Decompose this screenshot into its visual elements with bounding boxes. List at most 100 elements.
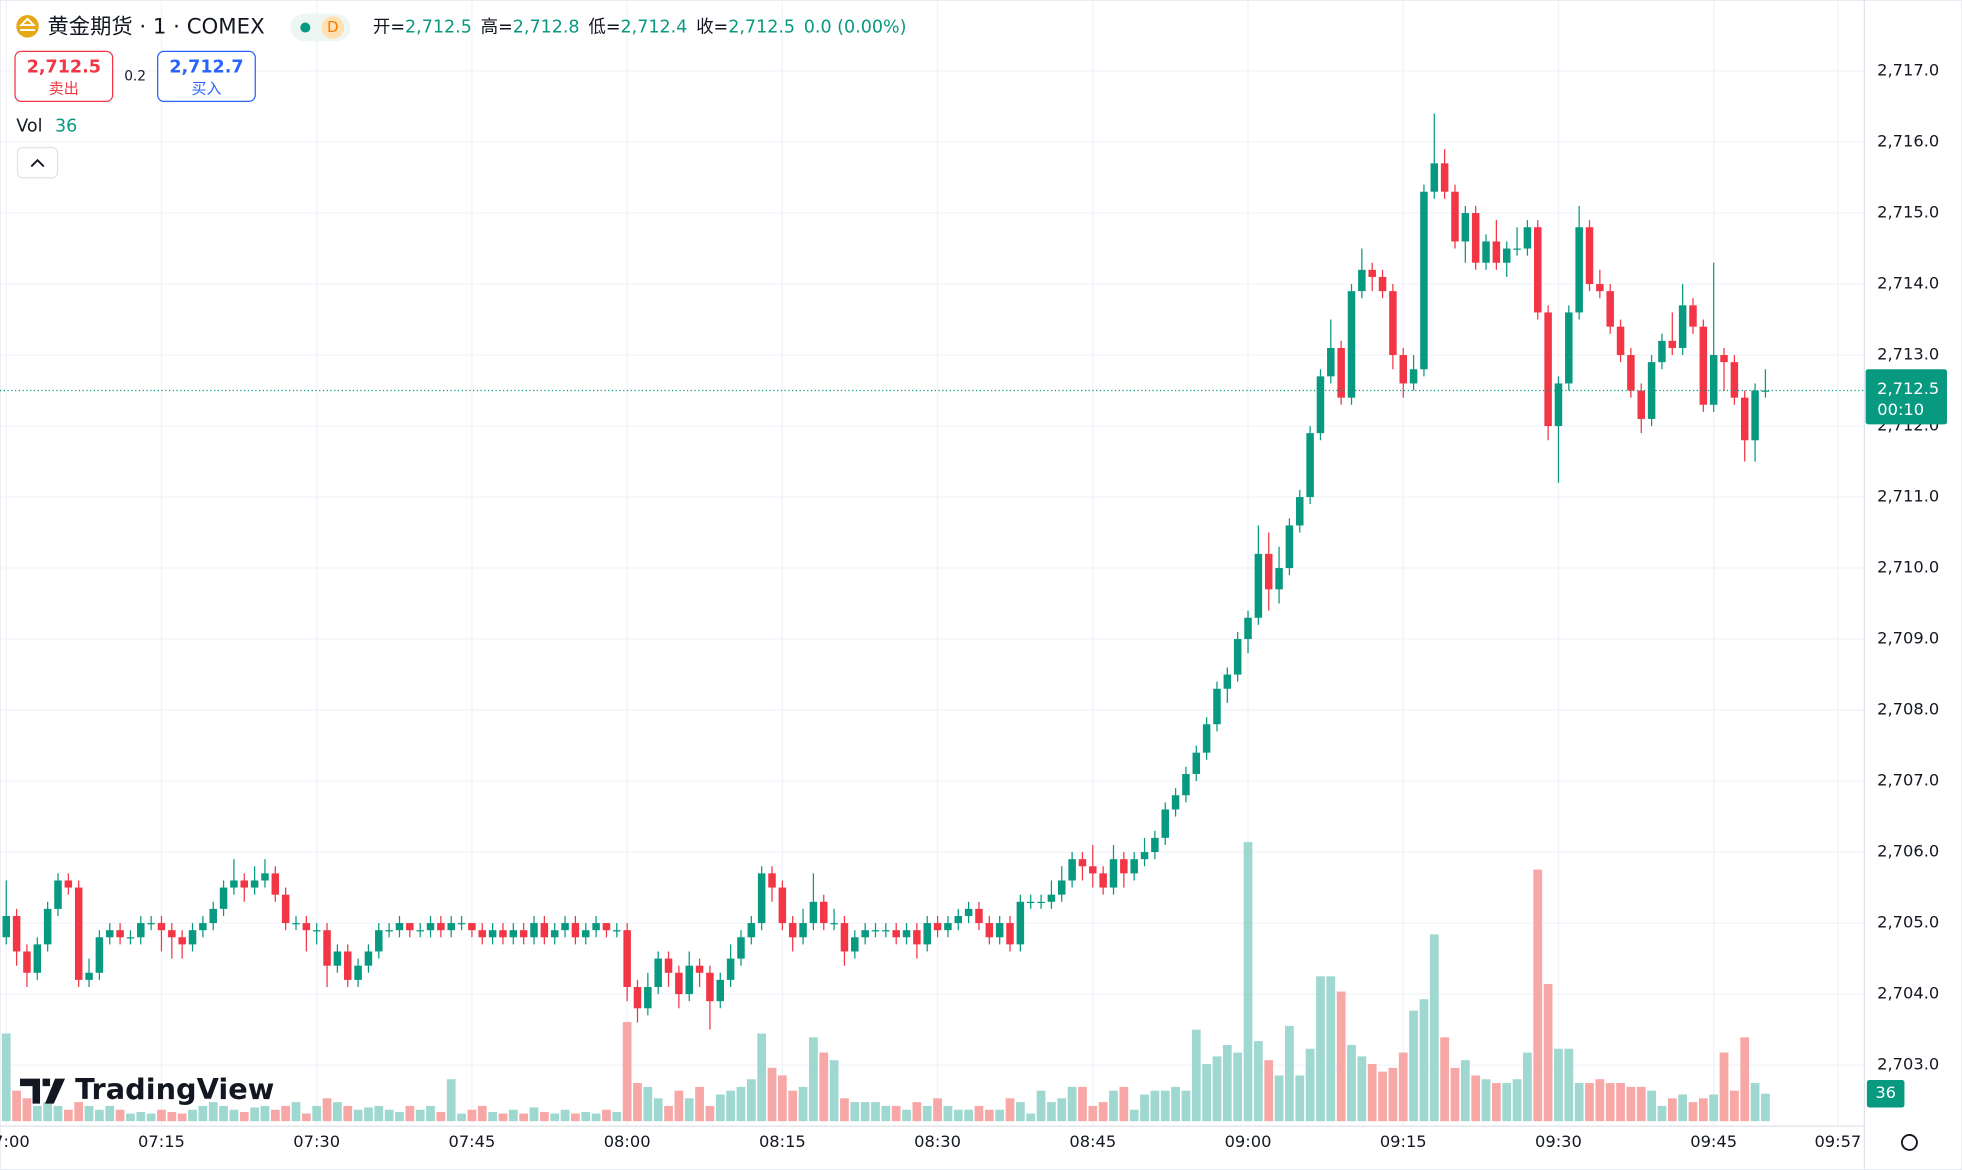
volume-bar [1440, 1037, 1450, 1122]
volume-bar [1460, 1060, 1470, 1122]
candle-body [644, 986, 652, 1009]
ohlc-value: 2,712.5 [405, 18, 472, 38]
candle-body [312, 930, 321, 932]
x-tick-label: 07:15 [138, 1132, 185, 1151]
candle-body [1523, 227, 1532, 249]
candle-body [147, 923, 155, 925]
volume-bar [1657, 1105, 1667, 1122]
candle-body [468, 923, 476, 931]
volume-bar [746, 1079, 756, 1122]
volume-bar [1523, 1052, 1532, 1122]
volume-bar [1181, 1090, 1191, 1122]
volume-bar [446, 1079, 456, 1122]
volume-bar [1316, 976, 1325, 1122]
candle-body [550, 930, 559, 938]
volume-bar [984, 1109, 994, 1122]
candle-body [1409, 369, 1418, 384]
candle-body [1026, 901, 1035, 904]
volume-bar [1616, 1083, 1625, 1122]
x-tick-label: 09:15 [1380, 1132, 1427, 1151]
volume-bar [43, 1102, 53, 1122]
candle-body [695, 965, 704, 973]
volume-bar [819, 1052, 829, 1122]
candle-body [1430, 163, 1439, 192]
candle-body [1275, 568, 1283, 590]
watermark: TradingView [20, 1072, 274, 1106]
candle-body [1151, 837, 1159, 853]
candle-body [1337, 347, 1345, 398]
candle-body [954, 915, 963, 924]
volume-bar [591, 1113, 601, 1122]
volume-bar [881, 1105, 891, 1122]
candle-body [33, 944, 42, 973]
candle-body [1368, 269, 1376, 277]
candle-body [540, 923, 549, 938]
sell-button[interactable] [14, 50, 114, 103]
ohlc-key: 高= [481, 18, 513, 38]
chevron [30, 158, 45, 168]
badge-bg [321, 16, 345, 39]
x-tick-label: 07:45 [448, 1132, 495, 1151]
change: 0.0 (0.00%) [804, 18, 907, 38]
volume-bar [126, 1113, 135, 1122]
candle-body [375, 930, 383, 952]
x-tick-label: 08:00 [604, 1132, 651, 1151]
volume-bar [477, 1105, 487, 1122]
volume-bar [539, 1112, 549, 1122]
candle-body [137, 923, 145, 938]
volume-bar [1750, 1083, 1760, 1122]
volume-bar [1409, 1010, 1418, 1122]
candle-body [1751, 390, 1759, 441]
volume-bar [1678, 1094, 1688, 1122]
candle-body [354, 965, 362, 980]
candle-body [1606, 291, 1614, 327]
candle-body [830, 923, 838, 925]
buy-price: 2,712.7 [169, 58, 243, 78]
volume-bar [1191, 1029, 1201, 1122]
price-badge-text: 2,712.5 [1877, 379, 1939, 398]
candle-body [457, 923, 466, 925]
y-tick-label: 2,707.0 [1877, 771, 1939, 790]
volume-bar [1357, 1056, 1367, 1122]
volume-bar [519, 1113, 529, 1122]
candle-body [1140, 852, 1149, 860]
volume-bar [788, 1090, 798, 1122]
symbol-title[interactable]: 黄金期货 · 1 · COMEX [48, 15, 265, 40]
candle-body [230, 880, 238, 888]
x-tick-label: 08:15 [759, 1132, 806, 1151]
volume-pane [1, 842, 1770, 1122]
candle-body [168, 930, 176, 938]
ohlc-value: 2,712.4 [621, 18, 688, 38]
candle-body [1513, 248, 1521, 250]
candle-body [788, 923, 797, 938]
x-tick-label: 08:30 [914, 1132, 961, 1151]
volume-bar [922, 1105, 932, 1122]
candle-body [95, 937, 104, 973]
candle-body [240, 880, 249, 888]
buy-button[interactable] [157, 50, 256, 103]
candle-body [1544, 312, 1552, 427]
symbol-icon-glyph [19, 17, 37, 31]
volume-bar [219, 1105, 228, 1122]
candle-body [126, 937, 135, 939]
volume-bar [364, 1107, 373, 1122]
candle-body [1554, 383, 1563, 427]
candle-body [602, 923, 611, 931]
candle-body [1720, 355, 1728, 363]
volume-value: 36 [55, 116, 77, 136]
volume-bar [1512, 1079, 1522, 1122]
volume-bar [1326, 976, 1336, 1122]
candle-body [1575, 227, 1583, 313]
volume-bar [571, 1113, 580, 1122]
settings-button[interactable] [1901, 1133, 1918, 1151]
sell-label: 卖出 [49, 79, 79, 97]
volume-bar [1388, 1067, 1398, 1122]
volume-bar [508, 1109, 518, 1122]
candle-body [1451, 191, 1459, 242]
collapse-button[interactable] [16, 147, 59, 179]
volume-bar [1636, 1086, 1646, 1122]
volume-bar [1160, 1090, 1170, 1122]
volume-bar [291, 1102, 301, 1122]
volume-bar [1078, 1086, 1087, 1122]
candle-body [726, 958, 735, 980]
